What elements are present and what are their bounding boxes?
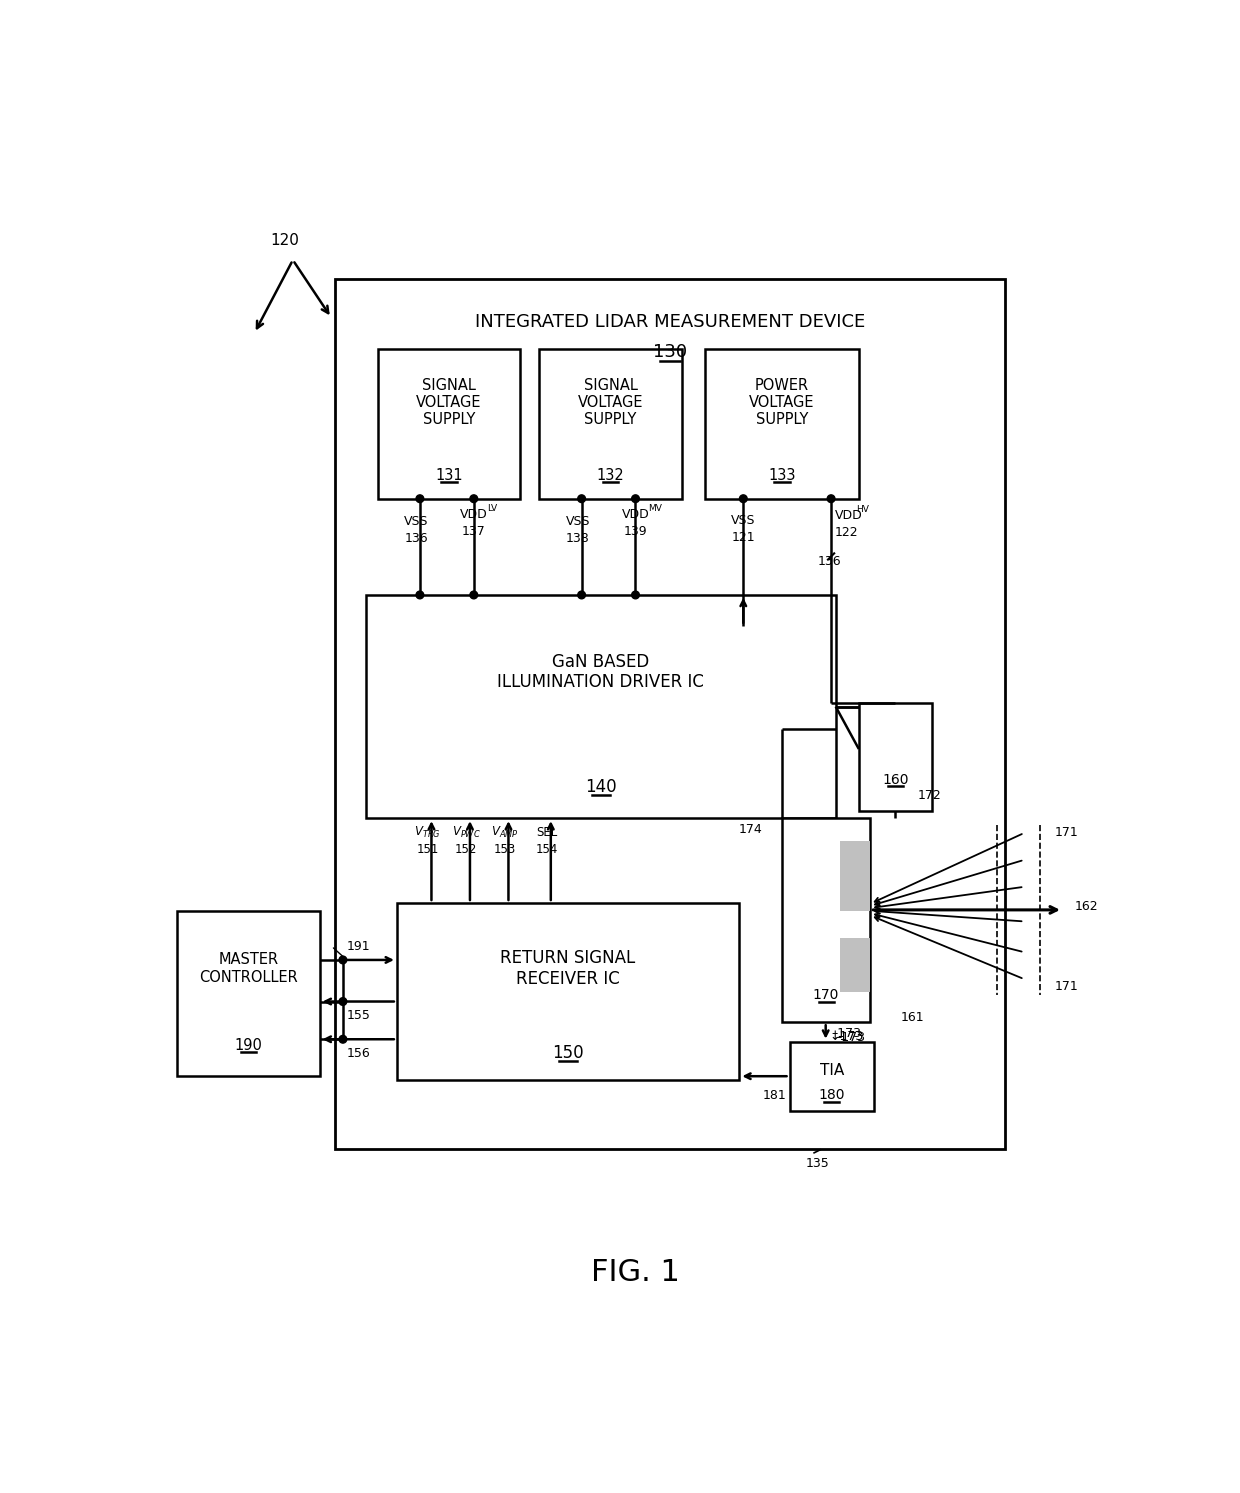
Circle shape — [417, 591, 424, 599]
Text: $V_{AMP}$: $V_{AMP}$ — [491, 824, 518, 839]
Text: MASTER
CONTROLLER: MASTER CONTROLLER — [200, 953, 298, 984]
Text: 191: 191 — [347, 939, 371, 953]
Text: FIG. 1: FIG. 1 — [591, 1259, 680, 1287]
Text: 171: 171 — [1055, 827, 1079, 839]
Text: 162: 162 — [1074, 900, 1099, 912]
Text: VSS: VSS — [565, 515, 590, 529]
Text: 150: 150 — [552, 1044, 584, 1062]
Text: 121: 121 — [732, 530, 755, 543]
Text: 174: 174 — [739, 823, 763, 836]
Text: 161: 161 — [901, 1011, 925, 1024]
Text: –173: –173 — [832, 1027, 862, 1041]
Bar — [366, 594, 836, 818]
Text: SEL: SEL — [537, 826, 558, 839]
Text: VSS: VSS — [404, 515, 428, 529]
Circle shape — [339, 997, 347, 1005]
Text: 131: 131 — [435, 469, 463, 484]
Text: TIA: TIA — [820, 1063, 844, 1078]
Text: ↓173: ↓173 — [830, 1030, 864, 1042]
Bar — [539, 348, 682, 499]
Circle shape — [631, 591, 640, 599]
Text: 171: 171 — [1055, 981, 1079, 993]
Text: 155: 155 — [347, 1009, 371, 1021]
Text: 160: 160 — [882, 773, 909, 787]
Text: 140: 140 — [585, 778, 616, 796]
Text: 190: 190 — [234, 1038, 263, 1053]
Bar — [859, 703, 932, 811]
Circle shape — [470, 494, 477, 503]
Bar — [839, 842, 870, 911]
Text: VSS: VSS — [732, 514, 755, 527]
Text: $V_{PWC}$: $V_{PWC}$ — [451, 824, 481, 839]
Text: 172: 172 — [918, 788, 942, 802]
Text: 132: 132 — [596, 469, 625, 484]
Text: VDD: VDD — [621, 508, 650, 521]
Text: GaN BASED
ILLUMINATION DRIVER IC: GaN BASED ILLUMINATION DRIVER IC — [497, 652, 704, 691]
Text: MV: MV — [649, 505, 662, 514]
Bar — [790, 1042, 874, 1111]
Text: SIGNAL
VOLTAGE
SUPPLY: SIGNAL VOLTAGE SUPPLY — [578, 378, 644, 427]
Circle shape — [470, 591, 477, 599]
Circle shape — [827, 494, 835, 503]
Text: VDD: VDD — [835, 509, 863, 523]
Text: 181: 181 — [763, 1088, 786, 1102]
Circle shape — [339, 956, 347, 964]
Bar — [177, 911, 320, 1076]
Bar — [335, 279, 1006, 1150]
Text: 137: 137 — [463, 526, 486, 539]
Circle shape — [631, 494, 640, 503]
Text: 138: 138 — [565, 532, 590, 545]
Bar — [377, 348, 520, 499]
Bar — [781, 818, 870, 1023]
Text: 180: 180 — [818, 1088, 846, 1102]
Bar — [704, 348, 859, 499]
Text: 136: 136 — [404, 532, 428, 545]
Text: RETURN SIGNAL
RECEIVER IC: RETURN SIGNAL RECEIVER IC — [501, 950, 636, 988]
Text: 122: 122 — [835, 526, 858, 539]
Text: SIGNAL
VOLTAGE
SUPPLY: SIGNAL VOLTAGE SUPPLY — [417, 378, 481, 427]
Text: 130: 130 — [653, 343, 687, 361]
Text: 136: 136 — [817, 555, 841, 569]
Circle shape — [739, 494, 748, 503]
Text: 133: 133 — [768, 469, 796, 484]
Text: 154: 154 — [536, 842, 558, 855]
Circle shape — [417, 494, 424, 503]
Text: $V_{TRG}$: $V_{TRG}$ — [414, 824, 441, 839]
Circle shape — [578, 591, 585, 599]
Circle shape — [578, 494, 585, 503]
Text: HV: HV — [856, 505, 868, 514]
Text: 139: 139 — [624, 526, 647, 539]
Bar — [397, 903, 739, 1079]
Text: POWER
VOLTAGE
SUPPLY: POWER VOLTAGE SUPPLY — [749, 378, 815, 427]
Text: LV: LV — [487, 505, 497, 514]
Circle shape — [339, 1036, 347, 1044]
Text: 156: 156 — [347, 1047, 371, 1060]
Bar — [839, 938, 870, 991]
Text: 152: 152 — [455, 842, 477, 855]
Text: 151: 151 — [417, 842, 439, 855]
Text: 120: 120 — [270, 233, 300, 248]
Text: INTEGRATED LIDAR MEASUREMENT DEVICE: INTEGRATED LIDAR MEASUREMENT DEVICE — [475, 312, 866, 330]
Text: 170: 170 — [813, 988, 839, 1002]
Text: –173: –173 — [835, 1032, 866, 1044]
Text: VDD: VDD — [460, 508, 487, 521]
Text: 135: 135 — [805, 1157, 830, 1169]
Text: 153: 153 — [494, 842, 516, 855]
